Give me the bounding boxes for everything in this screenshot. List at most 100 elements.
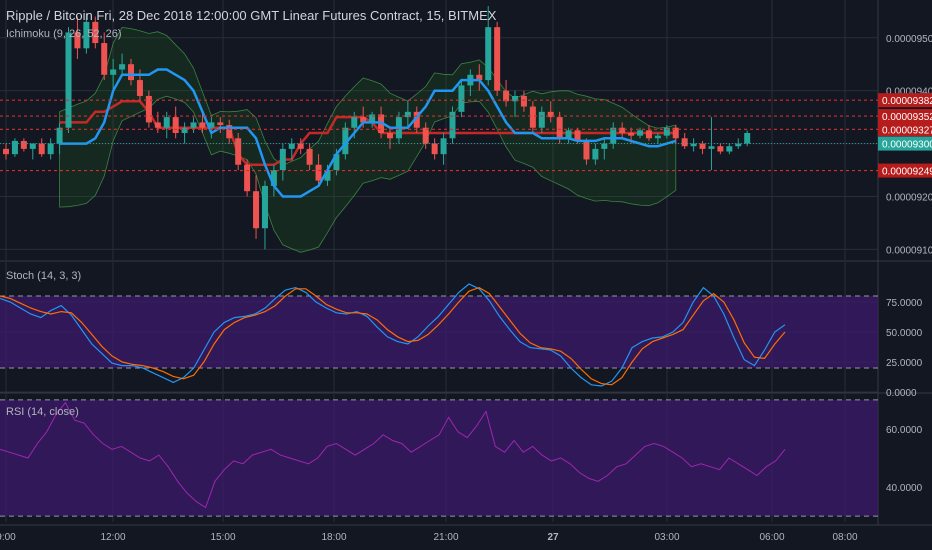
- candle-body: [360, 117, 367, 123]
- candle-body: [190, 122, 197, 128]
- candle-body: [386, 133, 393, 139]
- candle-body: [333, 154, 340, 171]
- current-price-label: 0.00009300: [882, 140, 932, 151]
- candle-body: [47, 143, 54, 155]
- level-label-box: [878, 93, 932, 108]
- candle-body: [199, 122, 206, 128]
- time-axis-label: 08:00: [832, 532, 857, 543]
- candle-body: [672, 127, 679, 139]
- ichimoku-cloud: [59, 26, 677, 253]
- level-label: 0.00009352: [882, 112, 932, 123]
- stoch-axis-label: 50.0000: [886, 328, 923, 339]
- candle-body: [351, 117, 358, 128]
- candle-body: [342, 127, 349, 155]
- candle-body: [110, 69, 117, 75]
- candle-body: [244, 164, 251, 192]
- candle-body: [119, 64, 126, 70]
- candle-body: [440, 138, 447, 155]
- stoch-axis-label: 0.0000: [886, 388, 917, 399]
- candle-body: [83, 21, 90, 49]
- header-datetime: Fri, 28 Dec 2018 12:00:00 GMT: [96, 8, 279, 23]
- time-axis-label: 03:00: [654, 532, 679, 543]
- candle-body: [565, 130, 572, 139]
- candle-body: [74, 32, 81, 49]
- candle-body: [181, 127, 188, 133]
- candle-body: [136, 80, 143, 96]
- candle-body: [503, 90, 510, 102]
- candle-body: [92, 21, 99, 44]
- candle-body: [20, 140, 27, 149]
- candle-body: [610, 127, 617, 144]
- candle-body: [217, 122, 224, 126]
- candle-body: [279, 148, 286, 171]
- candle-body: [485, 27, 492, 81]
- candle-body: [297, 143, 304, 149]
- candle-body: [413, 111, 420, 128]
- level-label-box: [878, 109, 932, 124]
- level-label: 0.00009249: [882, 167, 932, 178]
- candle-body: [744, 133, 751, 144]
- candle-body: [699, 143, 706, 149]
- rsi-label[interactable]: RSI (14, close): [6, 406, 79, 418]
- time-axis-label: 18:00: [321, 532, 346, 543]
- candle-body: [235, 138, 242, 165]
- candle-body: [574, 130, 581, 141]
- candle-body: [645, 130, 652, 139]
- candle-body: [145, 95, 152, 123]
- candle-body: [65, 32, 72, 128]
- candle-body: [601, 143, 608, 149]
- candle-body: [583, 140, 590, 160]
- stoch-label[interactable]: Stoch (14, 3, 3): [6, 270, 82, 282]
- candle-body: [29, 143, 36, 149]
- time-axis-label: 12:00: [100, 532, 125, 543]
- candle-body: [681, 138, 688, 147]
- time-axis-label: 21:00: [433, 532, 458, 543]
- stoch-d-line: [0, 286, 786, 386]
- candle-body: [154, 122, 161, 128]
- candle-body: [556, 117, 563, 139]
- level-label-box: [878, 163, 932, 178]
- candle-body: [637, 130, 644, 136]
- candle-body: [494, 27, 501, 91]
- level-label: 0.00009327: [882, 125, 932, 136]
- candle-body: [38, 143, 45, 155]
- time-axis-label: 15:00: [210, 532, 235, 543]
- candle-body: [529, 106, 536, 128]
- candle-body: [3, 148, 9, 155]
- symbol-title: Ripple / Bitcoin: [6, 8, 93, 23]
- candle-body: [128, 64, 135, 81]
- candle-body: [422, 127, 429, 144]
- candle-body: [56, 127, 63, 144]
- rsi-band-fill: [0, 399, 878, 517]
- candle-body: [726, 146, 733, 152]
- stoch-k-line: [0, 283, 786, 387]
- rsi-axis-label: 40.0000: [886, 483, 923, 494]
- candle-body: [476, 74, 483, 81]
- ichimoku-base-line: [59, 100, 676, 167]
- candle-body: [163, 117, 170, 128]
- candle-body: [520, 95, 527, 107]
- header-contract: Linear Futures Contract, 15, BITMEX: [282, 8, 497, 23]
- chart-header: Ripple / Bitcoin Fri, 28 Dec 2018 12:00:…: [6, 8, 496, 23]
- candle-body: [261, 185, 268, 229]
- candle-body: [369, 114, 376, 123]
- candle-body: [208, 122, 215, 128]
- candle-body: [101, 43, 108, 75]
- ichimoku-conversion-line: [59, 68, 677, 198]
- candle-body: [431, 143, 438, 155]
- stoch-axis-label: 75.0000: [886, 298, 923, 309]
- rsi-line: [0, 401, 786, 509]
- candle-body: [547, 111, 554, 118]
- candle-body: [717, 146, 724, 152]
- candle-body: [708, 146, 715, 149]
- ichimoku-label[interactable]: Ichimoku (9, 26, 52, 26): [6, 28, 122, 40]
- time-axis-label: 9:00: [0, 532, 16, 543]
- candle-body: [592, 148, 599, 160]
- candle-body: [253, 191, 260, 229]
- candle-body: [226, 125, 233, 139]
- time-axis-label: 27: [547, 532, 559, 543]
